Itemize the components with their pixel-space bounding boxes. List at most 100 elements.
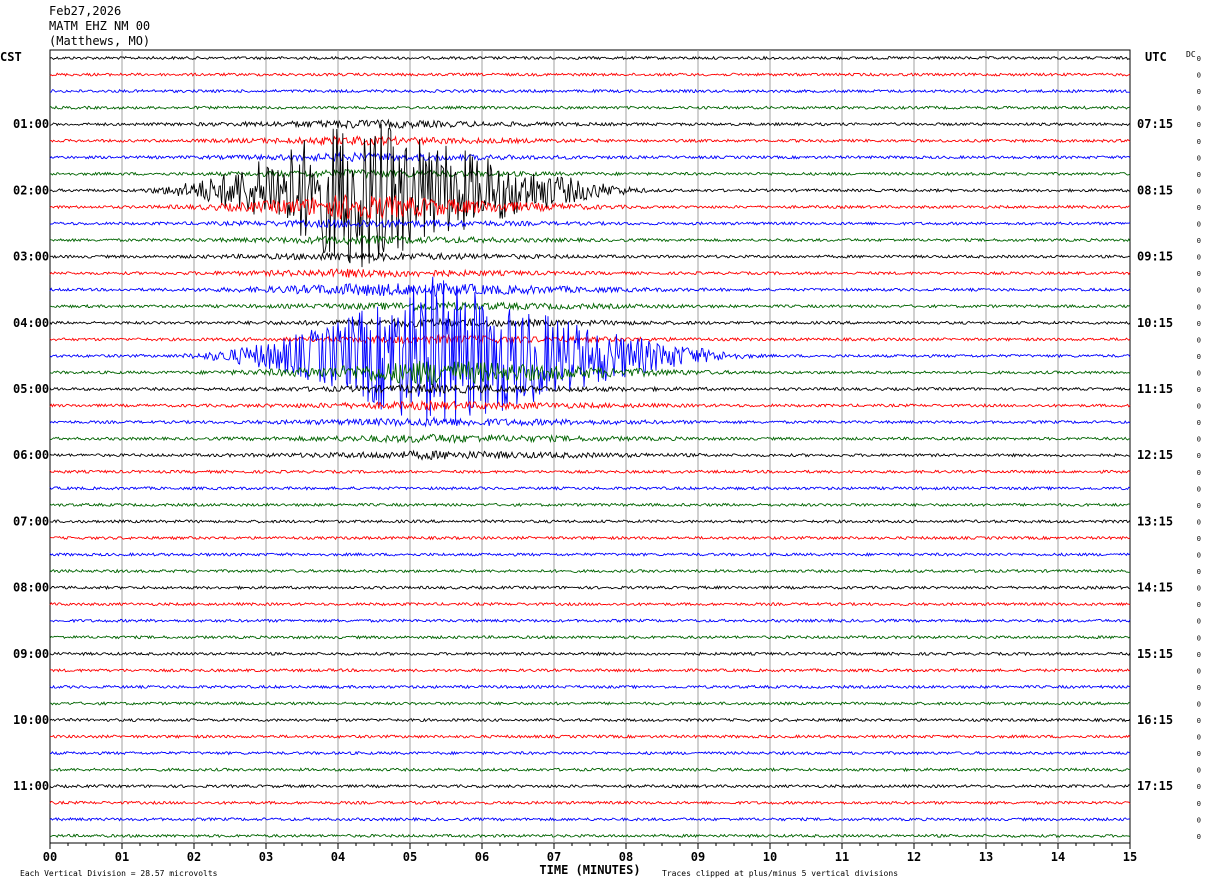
dc-offset-value: 0 (1197, 204, 1201, 212)
seismic-trace (49, 234, 1131, 246)
seismic-trace (49, 717, 1131, 723)
x-tick-label: 14 (1051, 850, 1065, 864)
header-location: (Matthews, MO) (49, 34, 151, 48)
header-station: MATM EHZ NM 00 (49, 19, 151, 33)
seismic-trace (49, 168, 1131, 180)
seismic-trace (49, 416, 1131, 428)
dc-offset-value: 0 (1197, 237, 1201, 245)
dc-offset-value: 0 (1197, 72, 1201, 80)
seismic-trace (49, 618, 1131, 624)
seismic-trace (49, 701, 1131, 706)
seismic-trace (49, 568, 1131, 574)
seismic-trace (49, 535, 1131, 541)
dc-offset-value: 0 (1197, 187, 1201, 195)
dc-offset-value: 0 (1197, 552, 1201, 560)
seismic-trace (49, 123, 1131, 268)
seismic-trace (49, 268, 1131, 279)
right-hour-label: 09:15 (1137, 250, 1173, 264)
seismic-trace (49, 118, 1131, 130)
x-tick-label: 01 (115, 850, 129, 864)
dc-offset-value: 0 (1197, 767, 1201, 775)
dc-offset-value: 0 (1197, 833, 1201, 841)
left-hour-label: 02:00 (13, 183, 49, 197)
dc-offset-value: 0 (1197, 535, 1201, 543)
dc-offset-value: 0 (1197, 634, 1201, 642)
dc-offset-value: 0 (1197, 717, 1201, 725)
right-hour-label: 12:15 (1137, 448, 1173, 462)
x-tick-label: 07 (547, 850, 561, 864)
dc-offset-value: 0 (1197, 734, 1201, 742)
dc-offset-value: 0 (1197, 502, 1201, 510)
dc-offset-value: 0 (1197, 750, 1201, 758)
x-tick-label: 10 (763, 850, 777, 864)
left-hour-label: 04:00 (13, 316, 49, 330)
seismic-trace (49, 519, 1131, 524)
seismic-trace (49, 360, 1131, 386)
seismic-trace (49, 833, 1131, 839)
right-axis-label: UTC (1145, 50, 1167, 64)
seismic-trace (49, 469, 1131, 475)
dc-offset-value: 0 (1197, 651, 1201, 659)
x-tick-label: 11 (835, 850, 849, 864)
right-hour-label: 13:15 (1137, 514, 1173, 528)
dc-offset-value: 0 (1197, 55, 1201, 63)
dc-offset-value: 0 (1197, 403, 1201, 411)
plot-frame (49, 49, 1131, 844)
x-tick-label: 08 (619, 850, 633, 864)
dc-offset-value: 0 (1197, 336, 1201, 344)
dc-offset-value: 0 (1197, 800, 1201, 808)
dc-offset-value: 0 (1197, 469, 1201, 477)
left-axis-label: CST (0, 50, 22, 64)
seismic-trace (49, 601, 1131, 607)
footer-scale-note: Each Vertical Division = 28.57 microvolt… (20, 869, 218, 878)
seismic-trace (49, 783, 1131, 789)
dc-offset-value: 0 (1197, 518, 1201, 526)
right-hour-label: 08:15 (1137, 183, 1173, 197)
dc-offset-value: 0 (1197, 254, 1201, 262)
seismic-trace (49, 334, 1131, 346)
dc-offset-value: 0 (1197, 816, 1201, 824)
header-date: Feb27,2026 (49, 4, 122, 18)
right-hour-label: 07:15 (1137, 117, 1173, 131)
seismic-trace (49, 651, 1131, 657)
dc-offset-value: 0 (1197, 684, 1201, 692)
dc-offset-value: 0 (1197, 121, 1201, 129)
seismic-trace (49, 767, 1130, 773)
seismic-trace (49, 276, 1131, 423)
dc-offset-value: 0 (1197, 436, 1201, 444)
dc-offset-value: 0 (1197, 303, 1201, 311)
seismic-trace (49, 193, 1131, 220)
dc-offset-value: 0 (1197, 105, 1201, 113)
left-hour-label: 07:00 (13, 514, 49, 528)
dc-offset-value: 0 (1197, 369, 1201, 377)
seismic-trace (49, 382, 1131, 394)
seismic-trace (49, 282, 1131, 297)
dc-offset-value: 0 (1197, 419, 1201, 427)
x-tick-label: 02 (187, 850, 201, 864)
seismic-trace (49, 218, 1131, 229)
seismic-trace (49, 151, 1131, 163)
dc-offset-value: 0 (1197, 485, 1201, 493)
seismic-trace (49, 251, 1131, 263)
seismic-trace (49, 552, 1131, 557)
left-hour-label: 05:00 (13, 382, 49, 396)
seismic-trace (49, 816, 1131, 822)
seismic-trace (49, 88, 1131, 94)
dc-offset-value: 0 (1197, 618, 1201, 626)
seismic-trace (49, 502, 1131, 508)
x-tick-label: 13 (979, 850, 993, 864)
dc-offset-value: 0 (1197, 270, 1201, 278)
footer-clip-note: Traces clipped at plus/minus 5 vertical … (662, 869, 898, 878)
right-hour-label: 14:15 (1137, 581, 1173, 595)
seismic-trace (49, 684, 1131, 690)
seismic-trace (49, 585, 1131, 591)
right-hour-label: 10:15 (1137, 316, 1173, 330)
dc-offset-value: 0 (1197, 585, 1201, 593)
x-tick-label: 03 (259, 850, 273, 864)
seismic-trace (49, 399, 1131, 412)
x-tick-label: 06 (475, 850, 489, 864)
dc-offset-value: 0 (1197, 287, 1201, 295)
seismic-trace (49, 634, 1131, 640)
x-tick-label: 04 (331, 850, 345, 864)
left-hour-label: 06:00 (13, 448, 49, 462)
